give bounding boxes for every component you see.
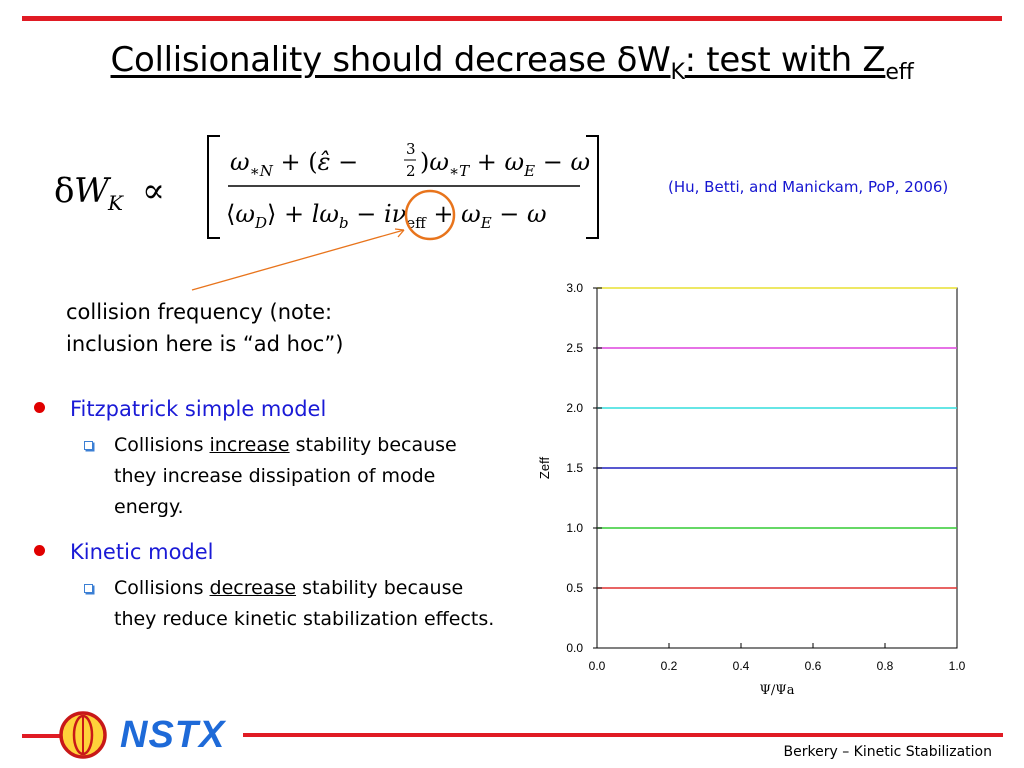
svg-text:2: 2 — [406, 162, 416, 180]
x-tick-label-4: 0.8 — [877, 659, 894, 673]
citation: (Hu, Betti, and Manickam, PoP, 2006) — [668, 178, 949, 196]
footer-credit: Berkery – Kinetic Stabilization — [783, 744, 992, 760]
svg-text:)ω∗T + ωE − ω: )ω∗T + ωE − ω — [420, 148, 590, 180]
highlight-circle — [404, 189, 456, 241]
y-tick-label-5: 2.5 — [566, 341, 583, 355]
collision-frequency-note: collision frequency (note: inclusion her… — [66, 300, 344, 356]
bullet-list: Fitzpatrick simple model Collisions incr… — [34, 394, 504, 635]
svg-text:ω∗N + (ε̂ −: ω∗N + (ε̂ − — [230, 148, 358, 180]
footer-rule-right — [243, 733, 1003, 737]
footer-rule-left — [22, 734, 62, 738]
y-tick-label-3: 1.5 — [566, 461, 583, 475]
svg-text:∝: ∝ — [142, 171, 165, 211]
x-tick-label-2: 0.4 — [733, 659, 750, 673]
x-tick-label-1: 0.2 — [661, 659, 678, 673]
top-accent-rule — [22, 16, 1002, 21]
y-tick-label-4: 2.0 — [566, 401, 583, 415]
delta-wk-formula: δ W K ∝ ω∗N + (ε̂ − 3 2 )ω∗T + ωE − ω ⟨ω… — [54, 135, 599, 241]
svg-text:K: K — [107, 191, 124, 215]
x-tick-label-0: 0.0 — [589, 659, 606, 673]
svg-text:3: 3 — [406, 140, 416, 158]
square-bullet-icon — [84, 441, 93, 450]
y-tick-label-6: 3.0 — [566, 281, 583, 295]
bullet-dot-icon — [34, 545, 45, 556]
y-tick-label-0: 0.0 — [566, 641, 583, 655]
x-tick-label-5: 1.0 — [949, 659, 966, 673]
svg-text:⟨ωD⟩ + lωb − iνeff + ωE − ω: ⟨ωD⟩ + lωb − iνeff + ωE − ω — [226, 200, 547, 232]
bullet-kinetic: Kinetic model — [34, 537, 504, 567]
y-tick-label-2: 1.0 — [566, 521, 583, 535]
bullet-dot-icon — [34, 402, 45, 413]
sub-bullet-fitzpatrick: Collisions increase stability because th… — [34, 430, 504, 523]
svg-text:W: W — [74, 171, 112, 211]
y-tick-label-1: 0.5 — [566, 581, 583, 595]
slide-title: Collisionality should decrease δWK: test… — [110, 40, 914, 85]
zeff-profile-chart: 0.0 0.2 0.4 0.6 0.8 1.0 0.0 0.5 1.0 1.5 2.0 2.5 3.0 Ψ… — [537, 281, 966, 698]
y-axis-label: Zeff — [537, 457, 552, 480]
sub-bullet-kinetic: Collisions decrease stability because th… — [34, 573, 504, 635]
nstx-logo-text: NSTX — [120, 714, 226, 756]
svg-text:δ: δ — [54, 171, 74, 211]
x-axis-label: Ψ/Ψa — [760, 683, 795, 698]
square-bullet-icon — [84, 584, 93, 593]
bullet-fitzpatrick: Fitzpatrick simple model — [34, 394, 504, 424]
nstx-logo-icon — [59, 711, 107, 759]
x-tick-label-3: 0.6 — [805, 659, 822, 673]
